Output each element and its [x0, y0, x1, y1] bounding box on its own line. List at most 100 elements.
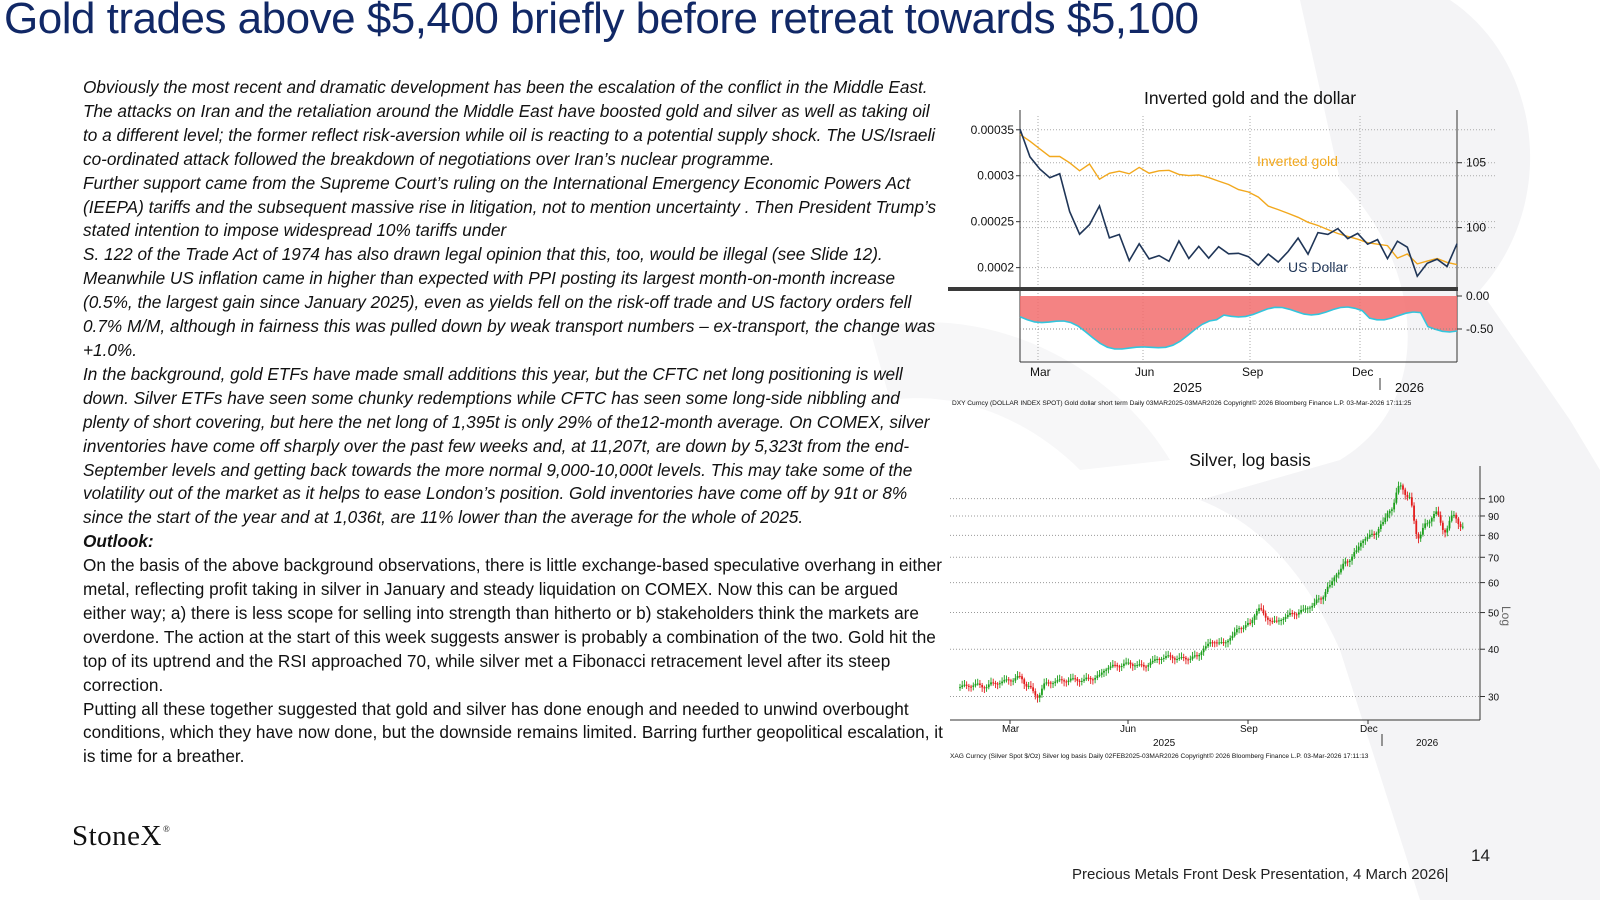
footer-caption: Precious Metals Front Desk Presentation,…	[1072, 866, 1449, 883]
year-label: 2026	[1395, 380, 1424, 395]
logo-text: StoneX	[72, 820, 162, 852]
candle-body	[1260, 608, 1263, 610]
candle-body	[1072, 678, 1074, 680]
candle-body	[1368, 534, 1371, 538]
x-tick-label: Mar	[1002, 724, 1020, 735]
candle-body	[1100, 672, 1103, 675]
paragraph: On the basis of the above background obs…	[83, 555, 942, 695]
candle-body	[1138, 664, 1141, 666]
candle-body	[1391, 509, 1393, 511]
candle-body	[1103, 670, 1105, 673]
spread-area	[1020, 296, 1457, 349]
candle-body	[1127, 662, 1130, 664]
candle-body	[1253, 615, 1256, 620]
candle-body	[1446, 528, 1449, 533]
paragraph: Further support came from the Supreme Co…	[83, 172, 937, 241]
candle-body	[1200, 652, 1203, 655]
candle-body	[1415, 520, 1418, 535]
candle-body	[1129, 662, 1132, 665]
candle-body	[961, 685, 964, 688]
candle-body	[1233, 632, 1236, 636]
candle-body	[1147, 665, 1150, 667]
candle-body	[1249, 622, 1252, 624]
candle-body	[1134, 665, 1136, 667]
candle-body	[1096, 675, 1099, 679]
candle-body	[970, 686, 972, 688]
candle-body	[1001, 681, 1003, 684]
candle-body	[1304, 608, 1307, 610]
candle-body	[1052, 683, 1054, 685]
candle-body	[1324, 591, 1327, 598]
candle-body	[1111, 664, 1114, 667]
candle-body	[1342, 563, 1345, 569]
year-label: 2026	[1416, 738, 1439, 749]
candle-body	[1005, 679, 1008, 681]
left-tick-label: 0.00035	[971, 123, 1015, 137]
candle-body	[1315, 599, 1318, 603]
x-tick-label: Mar	[1030, 365, 1051, 379]
y-tick-label: 60	[1488, 579, 1500, 590]
candle-body	[985, 687, 988, 689]
candle-body	[1393, 502, 1396, 510]
candle-body	[1275, 620, 1278, 622]
candle-body	[1078, 680, 1081, 682]
candle-body	[1085, 677, 1088, 680]
candle-body	[1437, 511, 1440, 516]
candle-body	[1142, 664, 1145, 667]
candle-body	[1441, 522, 1444, 530]
chart-source: XAG Curncy (Silver Spot $/Oz) Silver log…	[950, 752, 1369, 760]
candle-body	[1165, 656, 1167, 659]
candle-body	[1371, 533, 1373, 535]
candle-body	[1271, 621, 1274, 623]
candle-body	[1120, 665, 1123, 667]
candle-body	[1382, 522, 1384, 525]
candle-body	[1014, 678, 1017, 681]
candle-body	[1116, 664, 1119, 667]
candle-body	[1049, 682, 1052, 684]
candle-body	[1459, 524, 1462, 528]
candle-body	[1065, 681, 1068, 683]
x-tick-label: Jun	[1135, 365, 1154, 379]
candle-body	[1149, 662, 1152, 666]
year-label: 2025	[1173, 380, 1202, 395]
inverted-gold-line	[1019, 133, 1458, 266]
candle-body	[1023, 679, 1026, 685]
candle-body	[1328, 585, 1331, 587]
candle-body	[1220, 642, 1223, 644]
candle-body	[1045, 682, 1048, 684]
candle-body	[1357, 546, 1360, 551]
candle-body	[1029, 685, 1032, 688]
candle-body	[1419, 534, 1422, 539]
candle-body	[963, 684, 966, 686]
candle-body	[1424, 523, 1427, 528]
candle-body	[1154, 659, 1156, 661]
candle-body	[1003, 679, 1006, 682]
candle-body	[1266, 617, 1269, 620]
candle-body	[1433, 513, 1435, 519]
left-tick-label: 0.00025	[971, 215, 1015, 229]
candle-body	[1379, 524, 1382, 530]
candle-body	[1386, 513, 1389, 518]
candle-body	[1375, 533, 1378, 535]
candle-body	[1036, 695, 1039, 698]
candle-body	[1326, 586, 1329, 592]
candle-body	[1450, 515, 1453, 521]
candle-body	[1187, 659, 1190, 661]
right-tick-label: 100	[1466, 221, 1486, 235]
candle-body	[1317, 598, 1320, 600]
candle-body	[1012, 680, 1015, 682]
candle-body	[1131, 664, 1134, 666]
candle-body	[979, 683, 981, 685]
y-tick-label: 70	[1488, 553, 1500, 564]
candle-body	[1344, 561, 1347, 564]
candle-body	[1258, 608, 1260, 612]
candle-body	[1204, 646, 1207, 649]
chart-title-silver: Silver, log basis	[1189, 450, 1311, 470]
candle-body	[1151, 660, 1154, 663]
candle-body	[976, 683, 979, 685]
candle-body	[1207, 643, 1209, 647]
candle-body	[996, 683, 999, 685]
candle-body	[1366, 537, 1369, 539]
candle-body	[1322, 597, 1325, 600]
candle-body	[1295, 614, 1298, 616]
